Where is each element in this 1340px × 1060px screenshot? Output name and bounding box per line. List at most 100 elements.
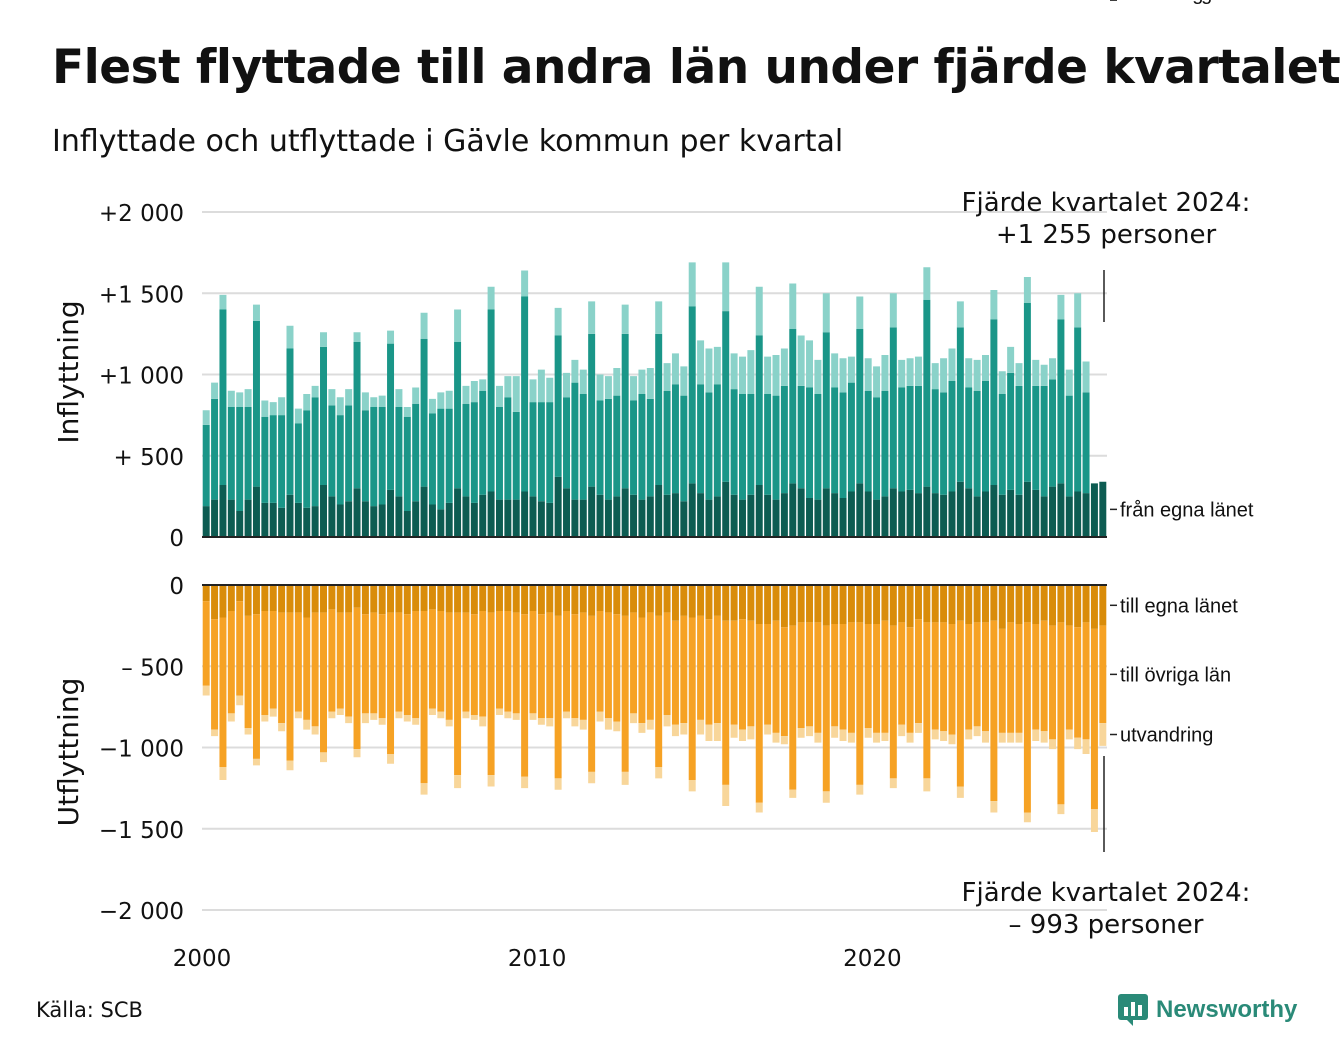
bar-outflow-other-counties [420,611,428,784]
bar-outflow-own-county [512,585,520,613]
bar-inflow-other-counties [1023,303,1031,482]
bar-inflow-other-counties [638,394,646,500]
bar-inflow-immigration [1007,346,1015,373]
bar-outflow-own-county [361,585,369,615]
bar-outflow-other-counties [1015,624,1023,733]
bar-outflow-other-counties [604,612,612,719]
bar-inflow-other-counties [278,415,286,508]
bar-outflow-own-county [387,585,395,613]
bar-inflow-own-county [529,496,537,537]
bar-outflow-emigration [303,719,311,730]
bar-outflow-own-county [797,585,805,623]
bar-outflow-emigration [873,732,881,743]
bar-inflow-other-counties [546,402,554,503]
bar-inflow-other-counties [789,329,797,484]
bar-inflow-other-counties [755,335,763,485]
bar-inflow-other-counties [269,415,277,503]
bar-inflow-own-county [278,507,286,537]
bar-inflow-own-county [286,494,294,537]
bar-outflow-other-counties [772,620,780,733]
migration-chart: +2 000 +1 500 +1 000 + 500 0 0 – 500 −1 000 −1 5… [52,0,1254,972]
bar-outflow-own-county [353,585,361,608]
bar-outflow-own-county [311,585,319,613]
bar-outflow-emigration [336,708,344,715]
bar-inflow-immigration [697,340,705,385]
bar-outflow-emigration [1090,809,1098,832]
bar-outflow-own-county [772,585,780,621]
bar-inflow-other-counties [990,319,998,485]
bar-inflow-immigration [755,286,763,336]
bar-inflow-own-county [202,506,210,537]
bar-outflow-own-county [563,585,571,611]
bar-outflow-own-county [722,585,730,621]
bar-outflow-other-counties [303,617,311,720]
bar-outflow-emigration [780,736,788,745]
bar-inflow-own-county [596,494,604,537]
bar-outflow-own-county [764,585,772,624]
bar-inflow-other-counties [1040,385,1048,497]
bar-outflow-emigration [806,726,814,737]
bar-outflow-own-county [856,585,864,623]
bar-inflow-other-counties [621,333,629,489]
bar-outflow-emigration [571,718,579,727]
bar-outflow-other-counties [1040,620,1048,732]
inflow-series-label: från övriga län [1120,0,1247,5]
bar-outflow-own-county [504,585,512,611]
bar-outflow-emigration [554,778,562,790]
bar-outflow-emigration [1057,804,1065,815]
bar-outflow-emigration [428,708,436,715]
bar-outflow-own-county [596,585,604,611]
bar-inflow-immigration [1065,369,1073,396]
bar-outflow-emigration [604,718,612,730]
bar-outflow-emigration [990,801,998,813]
bar-inflow-own-county [1040,496,1048,537]
bar-outflow-other-counties [1082,622,1090,740]
bar-inflow-own-county [345,501,353,537]
bar-inflow-immigration [261,400,269,417]
bar-outflow-emigration [278,723,286,732]
bar-outflow-other-counties [412,611,420,719]
bar-inflow-own-county [294,502,302,537]
bar-outflow-emigration [1065,729,1073,740]
bar-inflow-own-county [537,501,545,537]
bar-inflow-other-counties [1057,319,1065,484]
bar-outflow-own-county [638,585,646,618]
bar-inflow-other-counties [705,392,713,500]
bar-inflow-immigration [797,335,805,386]
bar-outflow-other-counties [521,614,529,777]
bar-outflow-own-county [244,585,252,616]
bar-inflow-immigration [604,376,612,399]
bar-outflow-emigration [755,802,763,813]
bar-outflow-other-counties [1065,625,1073,730]
bar-outflow-emigration [713,723,721,741]
bar-inflow-other-counties [303,410,311,508]
bar-outflow-other-counties [780,627,788,737]
bar-inflow-immigration [839,358,847,393]
bar-outflow-emigration [286,760,294,771]
inflow-y-tick-label: +1 000 [99,364,184,390]
bar-inflow-own-county [839,498,847,537]
bar-inflow-own-county [588,486,596,537]
bar-outflow-other-counties [881,620,889,733]
bar-inflow-other-counties [1065,395,1073,497]
outflow-series-label: till övriga län [1120,664,1231,686]
bar-inflow-other-counties [663,390,671,495]
bar-outflow-other-counties [1032,624,1040,730]
bar-inflow-own-county [705,499,713,537]
bar-outflow-other-counties [370,612,378,714]
bar-outflow-emigration [546,718,554,727]
bar-inflow-own-county [462,496,470,537]
bar-inflow-immigration [403,407,411,417]
bar-outflow-emigration [495,708,503,715]
bar-outflow-emigration [797,728,805,738]
bar-outflow-emigration [1074,737,1082,750]
bar-inflow-immigration [914,356,922,386]
bar-inflow-other-counties [470,402,478,503]
x-tick-label: 2020 [843,946,902,972]
bar-inflow-immigration [445,390,453,409]
bar-inflow-own-county [831,493,839,537]
bar-inflow-own-county [982,491,989,537]
x-tick-label: 2000 [173,946,232,972]
bar-inflow-other-counties [655,333,663,485]
bar-outflow-own-county [1007,585,1015,623]
